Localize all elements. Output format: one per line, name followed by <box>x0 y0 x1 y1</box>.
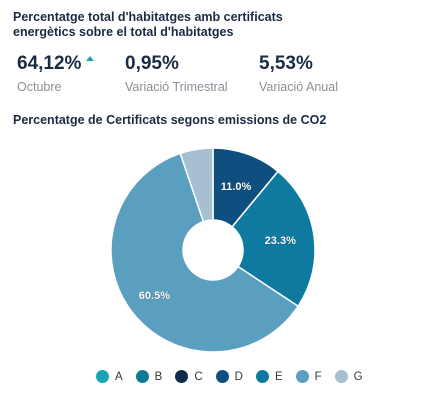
legend-item-f[interactable]: F <box>295 370 322 383</box>
legend-item-b[interactable]: B <box>135 370 163 383</box>
kpi-annual-value: 5,53% <box>259 53 313 74</box>
legend-item-g[interactable]: G <box>334 370 363 383</box>
kpi-month-value: 64,12% <box>17 53 82 74</box>
triangle-up-icon <box>86 56 95 62</box>
legend-label: B <box>154 370 163 383</box>
kpi-month: 64,12% Octubre <box>17 52 95 95</box>
legend-marker-icon <box>215 370 229 383</box>
legend-marker-icon <box>295 370 309 383</box>
kpi-month-label: Octubre <box>17 80 62 94</box>
legend-item-d[interactable]: D <box>215 370 243 383</box>
legend-label: G <box>353 370 363 383</box>
kpi-quarterly: 0,95% Variació Trimestral <box>125 52 228 95</box>
legend-label: F <box>314 370 322 383</box>
page-title: Percentatge total d'habitatges amb certi… <box>13 10 283 39</box>
legend-item-e[interactable]: E <box>255 370 283 383</box>
legend-marker-icon <box>334 370 348 383</box>
legend-label: A <box>115 370 123 383</box>
legend-label: E <box>274 370 283 383</box>
data-label-e: 23.3% <box>265 235 296 247</box>
slice-e[interactable] <box>231 170 316 308</box>
data-label-f: 60.5% <box>139 290 170 302</box>
slice-g[interactable] <box>179 147 214 223</box>
chart-legend: A B C D E F G <box>96 370 376 383</box>
kpi-quarterly-label: Variació Trimestral <box>125 80 228 94</box>
legend-marker-icon <box>175 370 189 383</box>
kpi-quarterly-value: 0,95% <box>125 53 179 74</box>
legend-marker-icon <box>96 370 109 383</box>
chart-title: Percentatge de Certificats segons emissi… <box>13 113 327 127</box>
kpi-annual-label: Variació Anual <box>259 80 338 94</box>
donut-chart: 11.0% 23.3% 60.5% <box>110 147 316 353</box>
legend-label: C <box>194 370 203 383</box>
kpi-annual: 5,53% Variació Anual <box>259 52 338 95</box>
legend-marker-icon <box>255 370 269 383</box>
legend-item-c[interactable]: C <box>175 370 203 383</box>
legend-marker-icon <box>135 370 149 383</box>
legend-label: D <box>234 370 243 383</box>
slice-f[interactable] <box>110 152 300 353</box>
data-label-d: 11.0% <box>221 181 252 193</box>
legend-item-a[interactable]: A <box>96 370 123 383</box>
